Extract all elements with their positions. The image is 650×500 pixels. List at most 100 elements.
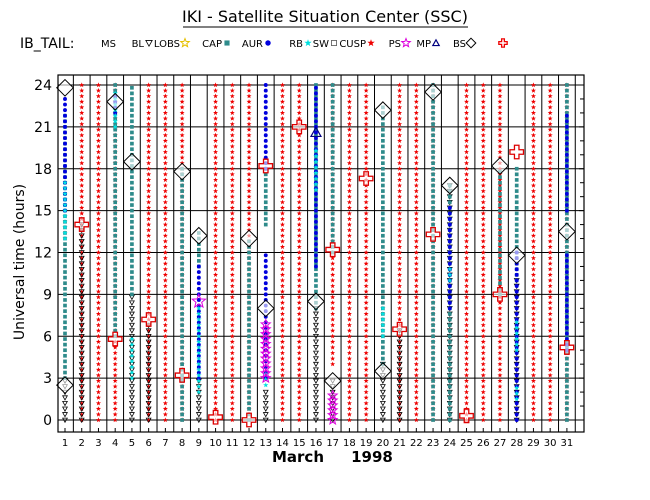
mark-cusp-d14: [280, 154, 285, 160]
mark-cusp-d25: [464, 339, 469, 344]
mark-cusp-d22: [413, 283, 419, 289]
mark-cap-d31: [565, 250, 569, 255]
mark-cap-d20: [381, 183, 385, 188]
mark-bl-d6: [145, 401, 152, 407]
mark-cusp-d3: [95, 82, 101, 88]
mark-cap-d20: [381, 222, 385, 227]
mark-bl-d21: [396, 345, 403, 351]
x-axis-year-label: 1998: [351, 448, 393, 466]
mark-cusp-d18: [346, 311, 352, 317]
mark-cusp-d22: [413, 333, 419, 339]
mark-cusp-d6: [146, 182, 152, 188]
mark-cusp-d8: [179, 127, 185, 132]
mark-cusp-d6: [146, 160, 152, 166]
x-tick-label-21: 21: [393, 438, 406, 449]
mark-cusp-d18: [346, 194, 352, 199]
mark-cusp-d2: [79, 261, 85, 266]
mark-cap-d20: [381, 166, 385, 171]
mark-cusp-d29: [530, 283, 536, 289]
mark-cusp-d6: [146, 205, 152, 210]
mark-cap-d23: [431, 183, 435, 188]
mark-aur-d16: [313, 191, 318, 196]
mark-cap-d4: [113, 250, 118, 255]
mark-cusp-d30: [547, 188, 553, 194]
mark-cusp-d27: [497, 132, 503, 138]
mark-cap-d4: [113, 222, 118, 227]
mark-bl-d2: [78, 289, 85, 295]
mark-cap-d8: [180, 289, 184, 294]
mark-aur-d9: [196, 370, 201, 375]
mark-aur-d9: [196, 331, 201, 336]
mark-cap-d17: [330, 161, 335, 166]
mark-cusp-d17: [330, 294, 336, 300]
mark-cusp-d14: [280, 166, 285, 171]
mark-cap-d27: [498, 186, 502, 191]
mark-aur-d31: [564, 175, 569, 180]
mark-cusp-d10: [213, 355, 219, 361]
mark-cusp-d30: [547, 132, 553, 138]
mark-cusp-d7: [162, 288, 168, 294]
mark-cap-d23: [431, 406, 435, 411]
mark-cap-d16: [314, 189, 318, 193]
mark-cusp-d19: [363, 311, 369, 317]
mark-bl-d21: [396, 417, 403, 424]
mark-cusp-d22: [413, 138, 419, 143]
mark-cap-d16: [314, 245, 318, 249]
mark-bl-d5: [128, 401, 135, 407]
mark-cusp-d10: [213, 93, 219, 99]
mark-cusp-d27: [497, 322, 503, 328]
mark-cusp-d7: [162, 400, 168, 406]
mark-cap-d31: [565, 334, 569, 339]
mark-cusp-d21: [397, 244, 403, 250]
mark-cap-d1: [63, 326, 67, 330]
mark-cusp-d3: [95, 372, 101, 378]
mark-cusp-d2: [79, 372, 85, 378]
mark-cusp-d7: [162, 266, 168, 272]
mark-cusp-d2: [79, 300, 85, 305]
mark-aur-d31: [564, 197, 569, 202]
mark-cap-d31: [565, 94, 569, 99]
mark-cusp-d30: [547, 93, 553, 99]
mark-rb-d9: [196, 305, 202, 311]
mark-cusp-d12: [246, 166, 252, 171]
mark-cusp-d21: [397, 344, 403, 350]
mark-aur-d1: [63, 152, 67, 157]
mark-cusp-d18: [346, 322, 352, 328]
mark-cusp-d21: [397, 160, 403, 166]
mark-cusp-d8: [179, 82, 185, 88]
mark-cusp-d29: [530, 328, 536, 333]
mark-cap-d1: [63, 253, 67, 258]
mark-cusp-d7: [162, 283, 168, 289]
mark-cusp-d14: [280, 121, 285, 127]
mark-cusp-d17: [330, 333, 336, 339]
mark-cusp-d7: [162, 238, 168, 244]
mark-cusp-d3: [95, 115, 101, 121]
mark-cusp-d27: [497, 300, 503, 305]
mark-cusp-d19: [363, 199, 369, 205]
mark-cusp-d29: [530, 288, 536, 294]
mark-cap-d27: [498, 203, 502, 207]
mark-cusp-d29: [530, 87, 536, 93]
mark-cusp-d21: [397, 400, 403, 406]
mark-cap-d20: [381, 272, 385, 277]
mark-cusp-d25: [464, 372, 469, 378]
mark-cusp-d11: [229, 199, 235, 205]
mark-cusp-d29: [530, 238, 536, 244]
mark-cusp-d15: [296, 82, 302, 88]
mark-cusp-d21: [397, 372, 403, 378]
mark-cusp-d27: [497, 283, 503, 289]
mark-cusp-d19: [363, 99, 369, 104]
mark-cusp-d29: [530, 115, 536, 121]
mark-cap-d31: [565, 272, 569, 277]
mark-cap-d31: [565, 88, 569, 93]
mark-cusp-d17: [330, 305, 336, 311]
mark-ps-d13: [259, 357, 272, 369]
mark-cusp-d14: [280, 339, 285, 344]
mark-cap-d12: [247, 284, 251, 288]
mark-cusp-d21: [397, 182, 403, 188]
mark-cusp-d22: [413, 132, 419, 138]
mark-cusp-d6: [146, 350, 152, 356]
mark-cusp-d18: [346, 300, 352, 305]
mark-cusp-d15: [296, 300, 302, 305]
mark-bl-d2: [78, 244, 85, 251]
